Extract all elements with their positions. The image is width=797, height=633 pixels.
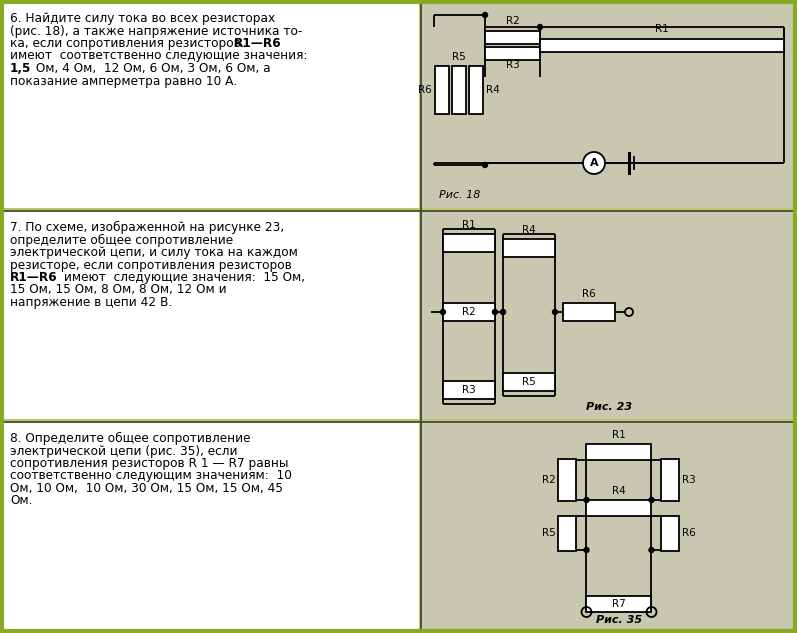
Text: A: A (590, 158, 599, 168)
Bar (540, 39, 784, 51)
Text: 7. По схеме, изображенной на рисунке 23,: 7. По схеме, изображенной на рисунке 23, (10, 221, 284, 234)
Text: Рис. 18: Рис. 18 (439, 190, 481, 200)
Bar (662, 515, 680, 551)
Text: R1—R6: R1—R6 (234, 37, 281, 50)
Circle shape (501, 310, 505, 315)
Text: R5: R5 (452, 52, 466, 62)
Text: R2: R2 (542, 475, 556, 485)
Bar (469, 66, 483, 114)
Bar (662, 459, 680, 501)
Circle shape (441, 310, 446, 315)
Text: соответственно следующим значениям:  10: соответственно следующим значениям: 10 (10, 470, 292, 482)
Circle shape (482, 163, 488, 168)
Bar (559, 515, 576, 551)
Text: R4: R4 (522, 225, 536, 235)
Bar (443, 234, 495, 252)
Text: R2: R2 (505, 16, 520, 27)
Text: ка, если сопротивления резисторов: ка, если сопротивления резисторов (10, 37, 245, 50)
Text: R1: R1 (612, 430, 626, 440)
Circle shape (649, 498, 654, 503)
Text: R5: R5 (522, 377, 536, 387)
Text: R6: R6 (682, 528, 697, 538)
Bar (587, 500, 651, 516)
Text: имеют  соответственно следующие значения:: имеют соответственно следующие значения: (10, 49, 308, 63)
Text: R4: R4 (486, 85, 500, 95)
Bar (422, 0, 794, 208)
Text: R1—R6: R1—R6 (10, 271, 57, 284)
Circle shape (537, 25, 543, 30)
Bar (3, 0, 419, 208)
Text: R2: R2 (462, 307, 476, 317)
Text: R4: R4 (612, 486, 626, 496)
Bar (503, 239, 555, 257)
Text: R7: R7 (612, 599, 626, 609)
Bar (443, 381, 495, 399)
Circle shape (583, 152, 605, 174)
Text: Ом.: Ом. (10, 494, 33, 508)
Text: R6: R6 (582, 289, 596, 299)
Bar (485, 46, 540, 60)
Text: R3: R3 (462, 385, 476, 395)
Bar (587, 444, 651, 460)
Circle shape (493, 310, 497, 315)
Bar (452, 66, 466, 114)
Circle shape (584, 548, 589, 553)
Bar (587, 596, 651, 612)
Bar (563, 303, 615, 321)
Bar (443, 303, 495, 321)
Text: (рис. 18), а также напряжение источника то-: (рис. 18), а также напряжение источника … (10, 25, 302, 37)
Text: 1,5: 1,5 (10, 62, 31, 75)
Text: Ом, 10 Ом,  10 Ом, 30 Ом, 15 Ом, 15 Ом, 45: Ом, 10 Ом, 10 Ом, 30 Ом, 15 Ом, 15 Ом, 4… (10, 482, 283, 495)
Text: 15 Ом, 15 Ом, 8 Ом, 8 Ом, 12 Ом и: 15 Ом, 15 Ом, 8 Ом, 8 Ом, 12 Ом и (10, 284, 226, 296)
Text: R3: R3 (505, 61, 520, 70)
Text: 8. Определите общее сопротивление: 8. Определите общее сопротивление (10, 432, 250, 445)
Text: напряжение в цепи 42 В.: напряжение в цепи 42 В. (10, 296, 172, 309)
Text: электрической цепи, и силу тока на каждом: электрической цепи, и силу тока на каждо… (10, 246, 298, 259)
Bar (435, 66, 449, 114)
Text: показание амперметра равно 10 А.: показание амперметра равно 10 А. (10, 75, 238, 87)
Bar (3, 421, 419, 630)
Text: определите общее сопротивление: определите общее сопротивление (10, 234, 234, 247)
Text: Рис. 23: Рис. 23 (586, 402, 632, 412)
Text: R3: R3 (682, 475, 697, 485)
Text: R5: R5 (542, 528, 556, 538)
Text: резисторе, если сопротивления резисторов: резисторе, если сопротивления резисторов (10, 258, 292, 272)
Text: сопротивления резисторов R 1 — R7 равны: сопротивления резисторов R 1 — R7 равны (10, 457, 289, 470)
Bar (3, 210, 419, 419)
Circle shape (649, 548, 654, 553)
Text: Рис. 35: Рис. 35 (596, 615, 642, 625)
Text: R1: R1 (655, 25, 669, 35)
Text: Ом, 4 Ом,  12 Ом, 6 Ом, 3 Ом, 6 Ом, а: Ом, 4 Ом, 12 Ом, 6 Ом, 3 Ом, 6 Ом, а (32, 62, 271, 75)
Bar (422, 210, 794, 419)
Text: 6. Найдите силу тока во всех резисторах: 6. Найдите силу тока во всех резисторах (10, 12, 275, 25)
Bar (422, 421, 794, 630)
Text: электрической цепи (рис. 35), если: электрической цепи (рис. 35), если (10, 444, 238, 458)
Bar (485, 30, 540, 44)
Text: имеют  следующие значения:  15 Ом,: имеют следующие значения: 15 Ом, (60, 271, 305, 284)
Text: R1: R1 (462, 220, 476, 230)
Circle shape (482, 13, 488, 18)
Bar (503, 373, 555, 391)
Bar (559, 459, 576, 501)
Text: R6: R6 (418, 85, 432, 95)
Circle shape (552, 310, 557, 315)
Circle shape (584, 498, 589, 503)
